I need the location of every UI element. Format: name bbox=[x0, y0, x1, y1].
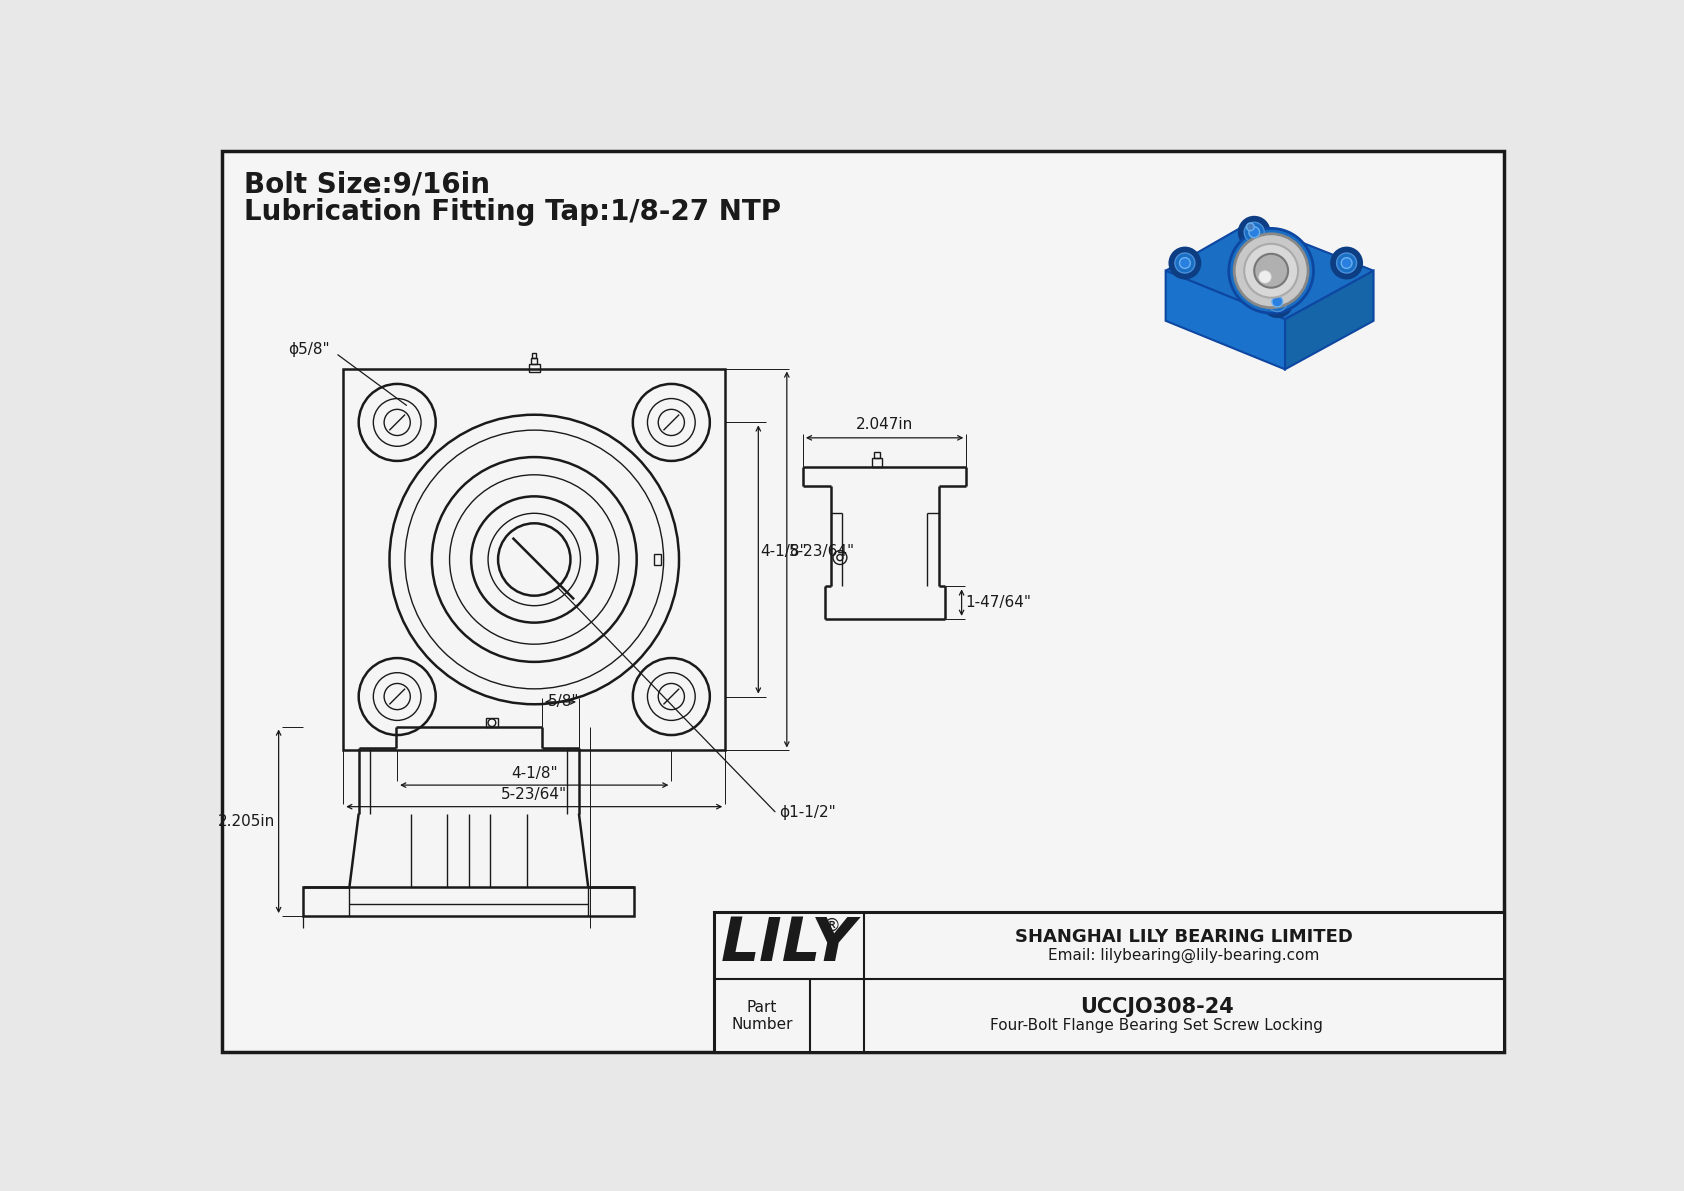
Text: Email: lilybearing@lily-bearing.com: Email: lilybearing@lily-bearing.com bbox=[1047, 947, 1320, 962]
Polygon shape bbox=[1165, 270, 1285, 369]
Text: 5-23/64": 5-23/64" bbox=[790, 544, 855, 560]
Text: ϕ5/8": ϕ5/8" bbox=[288, 342, 330, 357]
Circle shape bbox=[1179, 257, 1191, 268]
Bar bbox=[485, 718, 498, 727]
Text: UCCJO308-24: UCCJO308-24 bbox=[1079, 997, 1234, 1017]
Text: 5-23/64": 5-23/64" bbox=[502, 787, 568, 802]
Text: 2.205in: 2.205in bbox=[217, 813, 274, 829]
Bar bbox=[303, 887, 635, 916]
Circle shape bbox=[1234, 233, 1308, 307]
Circle shape bbox=[1268, 292, 1287, 312]
Text: ®: ® bbox=[822, 917, 840, 935]
Circle shape bbox=[1239, 217, 1270, 248]
Circle shape bbox=[1261, 286, 1293, 317]
Bar bbox=[529, 364, 539, 372]
Text: 1-47/64": 1-47/64" bbox=[965, 596, 1032, 610]
Text: Lubrication Fitting Tap:1/8-27 NTP: Lubrication Fitting Tap:1/8-27 NTP bbox=[244, 198, 781, 225]
Bar bbox=[532, 353, 536, 357]
Text: Four-Bolt Flange Bearing Set Screw Locking: Four-Bolt Flange Bearing Set Screw Locki… bbox=[990, 1017, 1324, 1033]
Circle shape bbox=[1250, 226, 1260, 238]
Text: SHANGHAI LILY BEARING LIMITED: SHANGHAI LILY BEARING LIMITED bbox=[1015, 928, 1352, 946]
Circle shape bbox=[1175, 252, 1196, 273]
Polygon shape bbox=[1285, 270, 1374, 369]
Text: LILY: LILY bbox=[721, 915, 857, 974]
Circle shape bbox=[1169, 248, 1201, 279]
Bar bbox=[530, 357, 537, 364]
Text: 5/8": 5/8" bbox=[547, 694, 579, 710]
Circle shape bbox=[1332, 248, 1362, 279]
Text: 4-1/8": 4-1/8" bbox=[510, 766, 557, 781]
Circle shape bbox=[1260, 270, 1271, 283]
Bar bbox=[344, 368, 726, 750]
Circle shape bbox=[1246, 223, 1255, 231]
Circle shape bbox=[1271, 297, 1283, 307]
Text: ϕ1-1/2": ϕ1-1/2" bbox=[780, 805, 835, 819]
Bar bbox=[872, 457, 882, 467]
Text: Part
Number: Part Number bbox=[731, 999, 793, 1033]
Circle shape bbox=[1244, 223, 1265, 242]
Bar bbox=[653, 554, 662, 565]
Polygon shape bbox=[1165, 223, 1374, 319]
Circle shape bbox=[1340, 257, 1352, 268]
Circle shape bbox=[1337, 252, 1357, 273]
Bar bbox=[874, 451, 881, 457]
Text: 4-1/8": 4-1/8" bbox=[761, 544, 807, 560]
Circle shape bbox=[1255, 254, 1288, 288]
Circle shape bbox=[1229, 229, 1314, 313]
Circle shape bbox=[1244, 244, 1298, 298]
Text: Bolt Size:9/16in: Bolt Size:9/16in bbox=[244, 170, 490, 199]
Text: 2.047in: 2.047in bbox=[855, 417, 913, 431]
Bar bbox=[714, 912, 1504, 1053]
